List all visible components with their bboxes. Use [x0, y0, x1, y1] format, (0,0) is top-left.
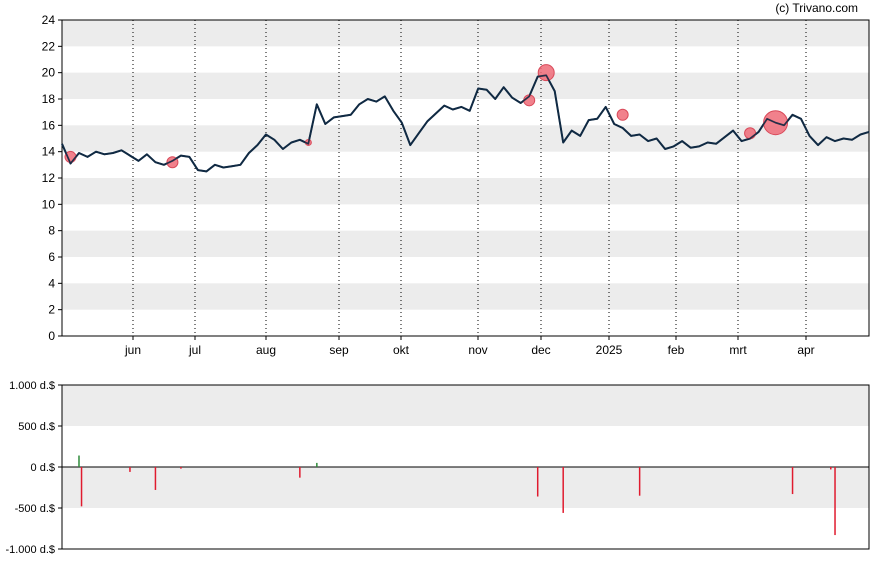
grid-band: [62, 467, 869, 508]
grid-band: [62, 283, 869, 310]
grid-band: [62, 72, 869, 99]
price-panel: jun jul aug sep okt nov dec 2025 feb mrt apr024681…: [42, 13, 870, 357]
y-tick-label: 14: [42, 145, 56, 159]
x-tick-label: jul: [188, 343, 201, 357]
x-tick-label: 2025: [596, 343, 623, 357]
y-tick-label: 18: [42, 92, 56, 106]
volume-panel: 1.000 d.$ 500 d.$ 0 d.$ -500 d.$ -1.000 d.$: [5, 380, 870, 556]
insider-trade-marker: [616, 108, 629, 121]
grid-band: [62, 230, 869, 257]
y-tick-label: 0 d.$: [31, 462, 55, 474]
price-line-overlay: [61, 74, 870, 173]
y-tick-label: 24: [42, 13, 56, 27]
y-tick-label: 10: [42, 197, 56, 211]
y-tick-label: 20: [42, 66, 56, 80]
y-tick-label: 22: [42, 39, 56, 53]
x-tick-label: aug: [256, 343, 276, 357]
copyright-label: (c) Trivano.com: [775, 1, 858, 15]
grid-band: [62, 125, 869, 152]
y-tick-label: -1.000 d.$: [5, 544, 55, 556]
x-tick-label: mrt: [729, 343, 747, 357]
grid-band: [62, 385, 869, 426]
x-tick-label: jun: [124, 343, 141, 357]
y-tick-label: 4: [48, 276, 55, 290]
insider-trade-marker: [537, 64, 555, 82]
x-tick-label: okt: [393, 343, 410, 357]
insider-trade-marker: [744, 127, 757, 140]
y-tick-label: 500 d.$: [18, 421, 55, 433]
y-tick-label: 8: [48, 224, 55, 238]
y-tick-label: 16: [42, 118, 56, 132]
x-tick-label: dec: [531, 343, 550, 357]
x-tick-label: nov: [468, 343, 487, 357]
x-tick-label: apr: [797, 343, 814, 357]
grid-band: [62, 20, 869, 47]
grid-band: [62, 178, 869, 205]
y-tick-label: -500 d.$: [15, 503, 55, 515]
y-tick-label: 2: [48, 303, 55, 317]
y-tick-label: 12: [42, 171, 56, 185]
x-tick-label: feb: [668, 343, 685, 357]
y-tick-label: 6: [48, 250, 55, 264]
plot-frame: [61, 19, 870, 337]
x-tick-label: sep: [329, 343, 349, 357]
y-tick-label: 0: [48, 329, 55, 343]
plot-frame: [61, 384, 870, 550]
y-tick-label: 1.000 d.$: [9, 380, 55, 392]
